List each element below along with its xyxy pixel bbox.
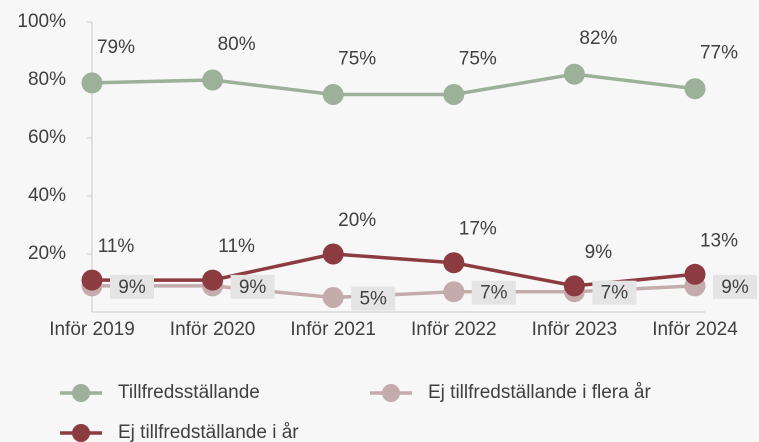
point <box>443 252 465 274</box>
label-box <box>110 274 154 299</box>
point <box>684 263 706 285</box>
data-label: 9% <box>118 277 146 298</box>
data-label: 17% <box>459 219 497 240</box>
data-label: 75% <box>459 49 497 70</box>
data-label: 20% <box>338 210 376 231</box>
data-label: 9% <box>585 242 613 263</box>
point <box>563 63 585 85</box>
point <box>202 69 224 91</box>
x-tick-label: Inför 2022 <box>411 319 497 340</box>
label-box <box>471 280 516 305</box>
data-label: 9% <box>721 277 749 298</box>
y-tick-label: 20% <box>28 243 66 264</box>
data-label: 13% <box>700 230 738 251</box>
x-tick-label: Inför 2024 <box>652 319 738 340</box>
point <box>563 275 585 297</box>
legend-marker <box>382 384 400 402</box>
data-label: 9% <box>239 277 267 298</box>
legend-marker <box>72 424 90 442</box>
data-label: 7% <box>601 283 629 304</box>
data-label: 77% <box>700 43 738 64</box>
x-tick-label: Inför 2023 <box>532 319 618 340</box>
y-tick-label: 80% <box>28 69 66 90</box>
label-box <box>230 274 275 299</box>
data-label: 5% <box>359 289 387 310</box>
x-tick-label: Inför 2019 <box>49 319 135 340</box>
y-tick-label: 60% <box>28 127 66 148</box>
data-label: 80% <box>218 34 256 55</box>
point <box>443 84 465 105</box>
data-label: 82% <box>579 28 617 49</box>
point <box>322 243 344 265</box>
point <box>443 281 465 303</box>
data-label: 79% <box>97 37 135 58</box>
y-tick-label: 40% <box>28 185 66 206</box>
point <box>684 78 706 100</box>
point <box>322 84 344 105</box>
data-label: 7% <box>480 283 508 304</box>
point <box>81 269 103 291</box>
data-label: 11% <box>98 236 135 257</box>
point <box>322 287 344 308</box>
point <box>202 269 224 291</box>
data-label: 11% <box>218 236 255 257</box>
point <box>81 72 103 94</box>
label-box <box>351 286 396 311</box>
x-tick-label: Inför 2020 <box>170 319 256 340</box>
data-label: 75% <box>338 49 376 70</box>
x-tick-label: Inför 2021 <box>290 319 376 340</box>
legend-label: Ej tillfredställande i år <box>118 422 299 442</box>
legend-marker <box>72 384 90 402</box>
y-tick-label: 100% <box>17 11 66 32</box>
label-box <box>713 274 757 299</box>
series-line <box>91 72 696 97</box>
legend-label: Ej tillfredställande i flera år <box>428 382 651 403</box>
legend-label: Tillfredsställande <box>118 382 260 403</box>
label-box <box>592 280 637 305</box>
